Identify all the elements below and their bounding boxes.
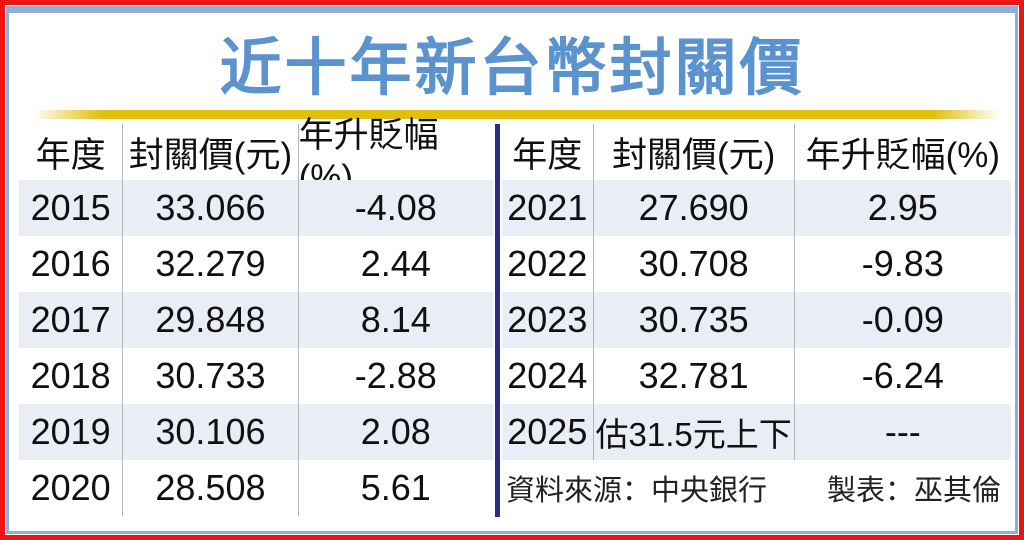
cell-price: 33.066 xyxy=(123,180,299,236)
table-row-2017: 2017 29.848 8.14 xyxy=(19,292,493,348)
table-row-2022: 2022 30.708 -9.83 xyxy=(502,236,1011,292)
cell-year: 2023 xyxy=(502,292,594,348)
left-table: 年度 封關價(元) 年升貶幅(%) 2015 33.066 -4.08 2016… xyxy=(19,115,493,517)
left-table-header-row: 年度 封關價(元) 年升貶幅(%) xyxy=(19,115,493,197)
table-row-2015: 2015 33.066 -4.08 xyxy=(19,180,493,236)
header-change: 年升貶幅(%) xyxy=(805,135,1001,175)
cell-price: 32.781 xyxy=(594,348,795,404)
cell-year: 2020 xyxy=(19,460,124,516)
cell-change: -6.24 xyxy=(861,355,944,396)
cell-price: 27.690 xyxy=(594,180,795,236)
cell-change: -2.88 xyxy=(354,355,437,396)
table-row-2025: 2025 估31.5元上下 --- xyxy=(502,404,1011,460)
cell-year: 2018 xyxy=(19,348,124,404)
tables-container: 年度 封關價(元) 年升貶幅(%) 2015 33.066 -4.08 2016… xyxy=(19,115,1011,517)
cell-year: 2017 xyxy=(19,292,124,348)
cell-change: --- xyxy=(884,411,921,452)
cell-change: -0.09 xyxy=(861,299,944,340)
cell-price: 30.106 xyxy=(123,404,299,460)
cell-price: 30.733 xyxy=(123,348,299,404)
page-title: 近十年新台幣封關價 xyxy=(219,33,805,103)
header-price: 封關價(元) xyxy=(123,124,299,180)
center-divider xyxy=(495,124,500,517)
right-table-header-row: 年度 封關價(元) 年升貶幅(%) xyxy=(502,124,1011,180)
cell-price: 32.279 xyxy=(123,236,299,292)
table-row-2018: 2018 30.733 -2.88 xyxy=(19,348,493,404)
table-row-2020: 2020 28.508 5.61 xyxy=(19,460,493,516)
cell-year: 2022 xyxy=(502,236,594,292)
table-row-2019: 2019 30.106 2.08 xyxy=(19,404,493,460)
source-row: 資料來源：中央銀行 製表：巫其倫 xyxy=(502,460,1011,516)
table-row-2023: 2023 30.735 -0.09 xyxy=(502,292,1011,348)
table-row-2024: 2024 32.781 -6.24 xyxy=(502,348,1011,404)
cell-change: -9.83 xyxy=(861,243,944,284)
inner-frame: 近十年新台幣封關價 年度 封關價(元) 年升貶幅(%) 2015 33.066 … xyxy=(6,6,1018,534)
cell-change: 2.44 xyxy=(360,243,431,284)
table-row-2021: 2021 27.690 2.95 xyxy=(502,180,1011,236)
header-change: 年升貶幅(%) xyxy=(298,115,439,197)
cell-price: 30.735 xyxy=(594,292,795,348)
cell-year: 2024 xyxy=(502,348,594,404)
cell-year: 2021 xyxy=(502,180,594,236)
header-year: 年度 xyxy=(502,124,594,180)
cell-year: 2025 xyxy=(502,404,594,460)
right-table: 年度 封關價(元) 年升貶幅(%) 2021 27.690 2.95 2022 … xyxy=(502,124,1011,517)
cell-year: 2016 xyxy=(19,236,124,292)
cell-change: -4.08 xyxy=(354,187,437,228)
cell-price: 估31.5元上下 xyxy=(594,404,795,460)
cell-change: 5.61 xyxy=(360,467,431,508)
cell-price: 30.708 xyxy=(594,236,795,292)
cell-change: 2.95 xyxy=(867,187,938,228)
header-price: 封關價(元) xyxy=(594,124,795,180)
credit-note: 製表：巫其倫 xyxy=(826,475,1001,507)
cell-price: 29.848 xyxy=(123,292,299,348)
header-year: 年度 xyxy=(19,124,124,180)
cell-change: 2.08 xyxy=(360,411,431,452)
table-row-2016: 2016 32.279 2.44 xyxy=(19,236,493,292)
cell-change: 8.14 xyxy=(360,299,431,340)
cell-price: 28.508 xyxy=(123,460,299,516)
gold-divider-bar xyxy=(33,110,1001,119)
cell-year: 2019 xyxy=(19,404,124,460)
source-note: 資料來源：中央銀行 xyxy=(506,475,768,507)
cell-year: 2015 xyxy=(19,180,124,236)
